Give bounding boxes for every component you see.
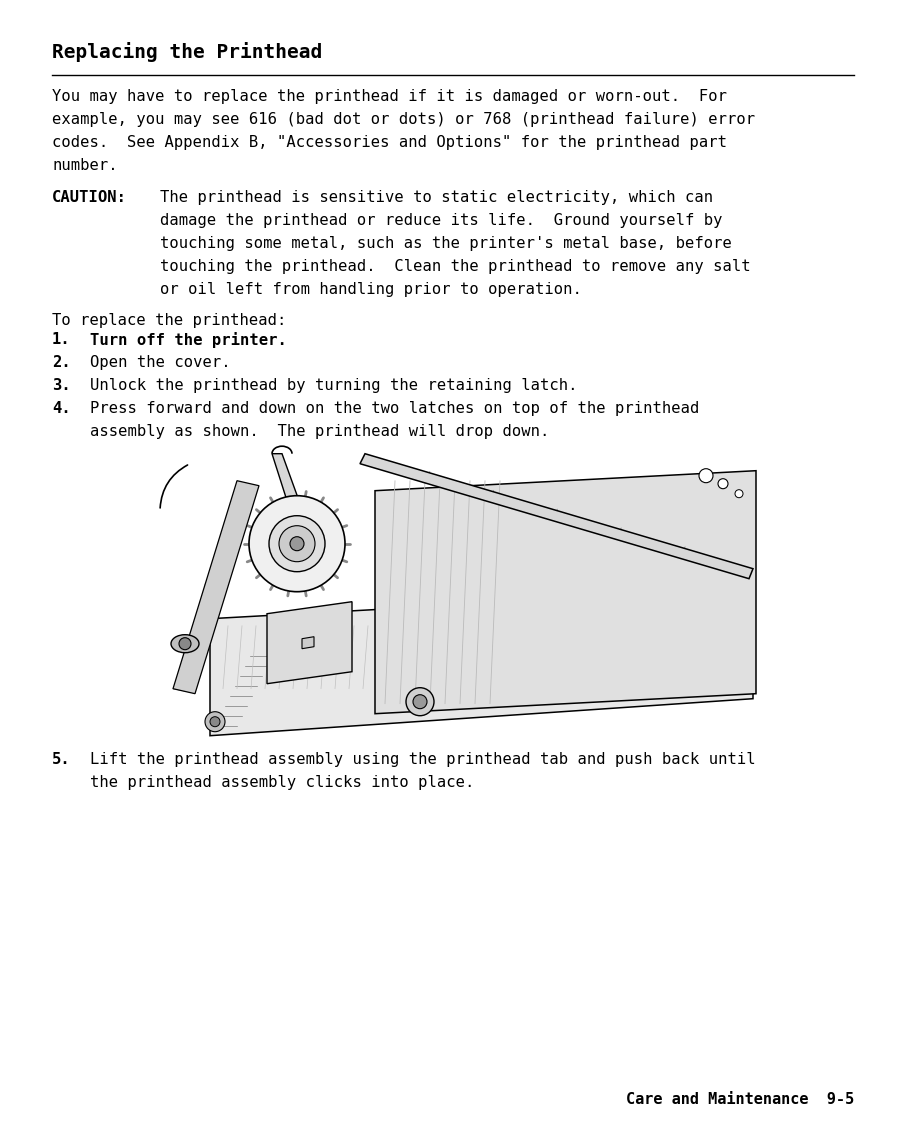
Text: Unlock the printhead by turning the retaining latch.: Unlock the printhead by turning the reta… (90, 378, 577, 393)
Text: To replace the printhead:: To replace the printhead: (52, 312, 286, 328)
Polygon shape (272, 454, 299, 500)
Circle shape (205, 711, 225, 731)
Polygon shape (173, 481, 259, 694)
Text: or oil left from handling prior to operation.: or oil left from handling prior to opera… (160, 282, 582, 296)
Circle shape (269, 516, 325, 571)
Text: The printhead is sensitive to static electricity, which can: The printhead is sensitive to static ele… (160, 189, 713, 205)
Circle shape (210, 717, 220, 727)
Polygon shape (360, 454, 753, 578)
Text: touching some metal, such as the printer's metal base, before: touching some metal, such as the printer… (160, 236, 732, 250)
Bar (155, 455, 761, 744)
Text: touching the printhead.  Clean the printhead to remove any salt: touching the printhead. Clean the printh… (160, 259, 751, 274)
Circle shape (406, 687, 434, 716)
Polygon shape (267, 602, 352, 684)
Polygon shape (360, 454, 753, 578)
Text: 3.: 3. (52, 378, 71, 393)
Ellipse shape (171, 635, 199, 653)
Polygon shape (302, 637, 314, 649)
Text: Replacing the Printhead: Replacing the Printhead (52, 42, 323, 62)
Polygon shape (375, 471, 756, 713)
Circle shape (735, 490, 743, 498)
Text: Care and Maintenance  9-5: Care and Maintenance 9-5 (626, 1092, 854, 1107)
Polygon shape (375, 471, 756, 713)
Text: Turn off the printer.: Turn off the printer. (90, 332, 287, 348)
Polygon shape (210, 588, 753, 736)
Polygon shape (302, 637, 314, 649)
Circle shape (279, 525, 315, 561)
Text: Press forward and down on the two latches on top of the printhead: Press forward and down on the two latche… (90, 401, 699, 416)
Circle shape (718, 479, 728, 489)
Text: 4.: 4. (52, 401, 71, 416)
Text: Open the cover.: Open the cover. (90, 355, 231, 370)
Text: codes.  See Appendix B, "Accessories and Options" for the printhead part: codes. See Appendix B, "Accessories and … (52, 135, 727, 150)
Text: damage the printhead or reduce its life.  Ground yourself by: damage the printhead or reduce its life.… (160, 213, 722, 228)
Text: assembly as shown.  The printhead will drop down.: assembly as shown. The printhead will dr… (90, 424, 549, 440)
Circle shape (179, 638, 191, 649)
Text: 2.: 2. (52, 355, 71, 370)
Circle shape (413, 694, 427, 709)
Circle shape (249, 496, 345, 592)
Circle shape (290, 536, 304, 551)
Polygon shape (210, 588, 753, 736)
Circle shape (699, 469, 713, 482)
Polygon shape (272, 454, 299, 500)
Polygon shape (173, 481, 259, 694)
Text: Lift the printhead assembly using the printhead tab and push back until: Lift the printhead assembly using the pr… (90, 752, 756, 767)
Text: 5.: 5. (52, 752, 71, 767)
Polygon shape (267, 602, 352, 684)
Text: You may have to replace the printhead if it is damaged or worn-out.  For: You may have to replace the printhead if… (52, 89, 727, 104)
Text: number.: number. (52, 158, 118, 174)
Text: the printhead assembly clicks into place.: the printhead assembly clicks into place… (90, 775, 475, 790)
Text: example, you may see 616 (bad dot or dots) or 768 (printhead failure) error: example, you may see 616 (bad dot or dot… (52, 112, 755, 127)
Text: CAUTION:: CAUTION: (52, 189, 127, 205)
Text: 1.: 1. (52, 332, 71, 347)
